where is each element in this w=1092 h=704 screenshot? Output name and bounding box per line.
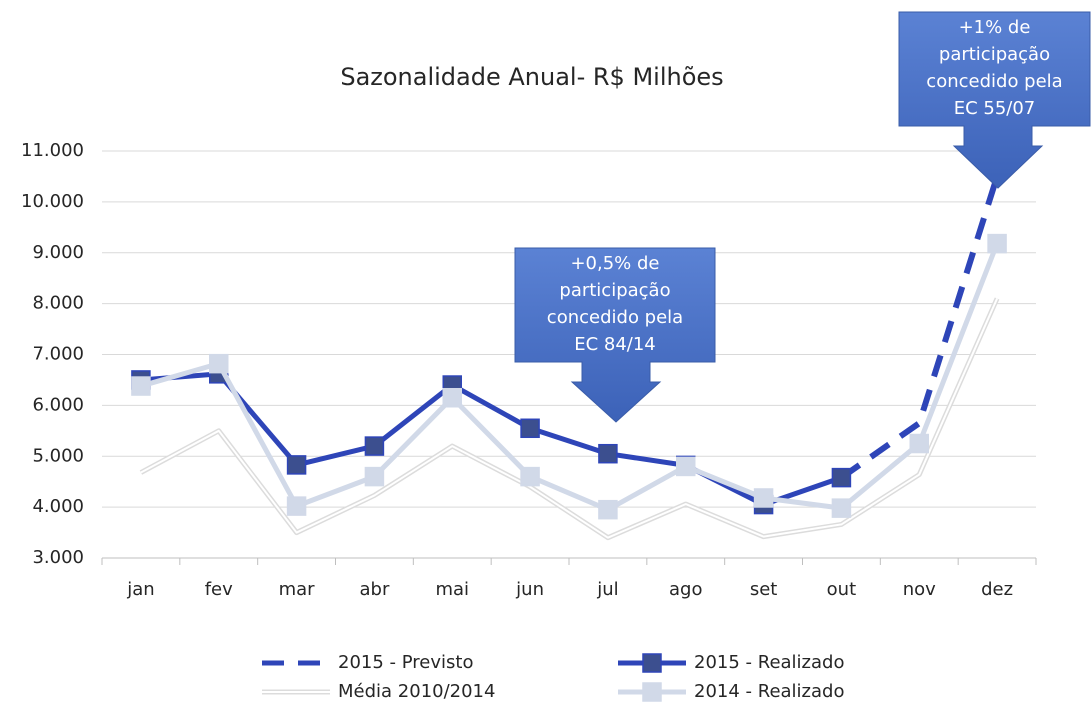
series-line bbox=[140, 242, 1000, 513]
marker bbox=[987, 233, 1007, 254]
marker bbox=[131, 376, 151, 396]
x-tick-label: jul bbox=[596, 579, 618, 600]
callout-text: participação bbox=[939, 44, 1050, 65]
callout: +1% de participação concedido pela EC 55/07 bbox=[898, 11, 1091, 189]
marker bbox=[520, 466, 540, 487]
marker bbox=[286, 455, 307, 475]
x-tick-label: mai bbox=[435, 579, 469, 600]
legend-label: 2015 - Realizado bbox=[694, 652, 844, 673]
callout-text: concedido pela bbox=[547, 307, 683, 328]
y-tick-label: 8.000 bbox=[32, 293, 84, 314]
x-tick-label: set bbox=[750, 579, 778, 600]
x-tick-label: fev bbox=[205, 579, 233, 600]
marker bbox=[520, 418, 540, 439]
legend-label: 2015 - Previsto bbox=[338, 652, 473, 673]
callout-shape bbox=[514, 247, 716, 423]
marker bbox=[909, 433, 929, 454]
x-tick-label: abr bbox=[359, 579, 389, 600]
legend-label: Média 2010/2014 bbox=[338, 681, 495, 702]
marker bbox=[442, 387, 462, 408]
legend-label: 2014 - Realizado bbox=[694, 681, 844, 702]
x-tick-label: ago bbox=[669, 579, 702, 600]
callout-text: EC 84/14 bbox=[574, 334, 656, 355]
marker bbox=[753, 488, 774, 508]
y-tick-label: 7.000 bbox=[32, 344, 84, 365]
y-tick-label: 5.000 bbox=[32, 445, 84, 466]
x-tick-label: nov bbox=[903, 579, 936, 600]
y-tick-label: 10.000 bbox=[21, 191, 84, 212]
y-tick-label: 6.000 bbox=[32, 394, 84, 415]
marker bbox=[831, 498, 852, 518]
marker bbox=[676, 456, 696, 477]
legend-marker bbox=[642, 653, 662, 673]
x-tick-label: dez bbox=[981, 579, 1013, 600]
legend-marker bbox=[642, 682, 662, 702]
marker bbox=[831, 467, 852, 488]
callout-text: concedido pela bbox=[926, 71, 1062, 92]
x-tick-label: jan bbox=[126, 579, 154, 600]
x-tick-label: out bbox=[827, 579, 856, 600]
y-tick-label: 11.000 bbox=[21, 140, 84, 161]
marker bbox=[598, 443, 618, 464]
series-line-inner bbox=[140, 298, 998, 539]
marker bbox=[286, 496, 307, 516]
series-line bbox=[140, 371, 843, 508]
callout-text: +1% de bbox=[959, 17, 1031, 38]
marker bbox=[364, 466, 385, 487]
callout-text: +0,5% de bbox=[570, 253, 659, 274]
callout-shape bbox=[898, 11, 1091, 189]
series-line bbox=[839, 175, 1000, 481]
marker bbox=[598, 499, 618, 520]
callout-text: EC 55/07 bbox=[954, 98, 1036, 119]
y-tick-label: 3.000 bbox=[32, 547, 84, 568]
x-tick-label: mar bbox=[279, 579, 316, 600]
callout: +0,5% de participação concedido pela EC 84/… bbox=[514, 247, 716, 423]
chart-title: Sazonalidade Anual- R$ Milhões bbox=[340, 63, 723, 91]
callout-text: participação bbox=[559, 280, 670, 301]
y-tick-label: 4.000 bbox=[32, 496, 84, 517]
marker bbox=[364, 436, 385, 456]
marker bbox=[209, 353, 229, 374]
x-tick-label: jun bbox=[515, 579, 544, 600]
y-tick-label: 9.000 bbox=[32, 242, 84, 263]
